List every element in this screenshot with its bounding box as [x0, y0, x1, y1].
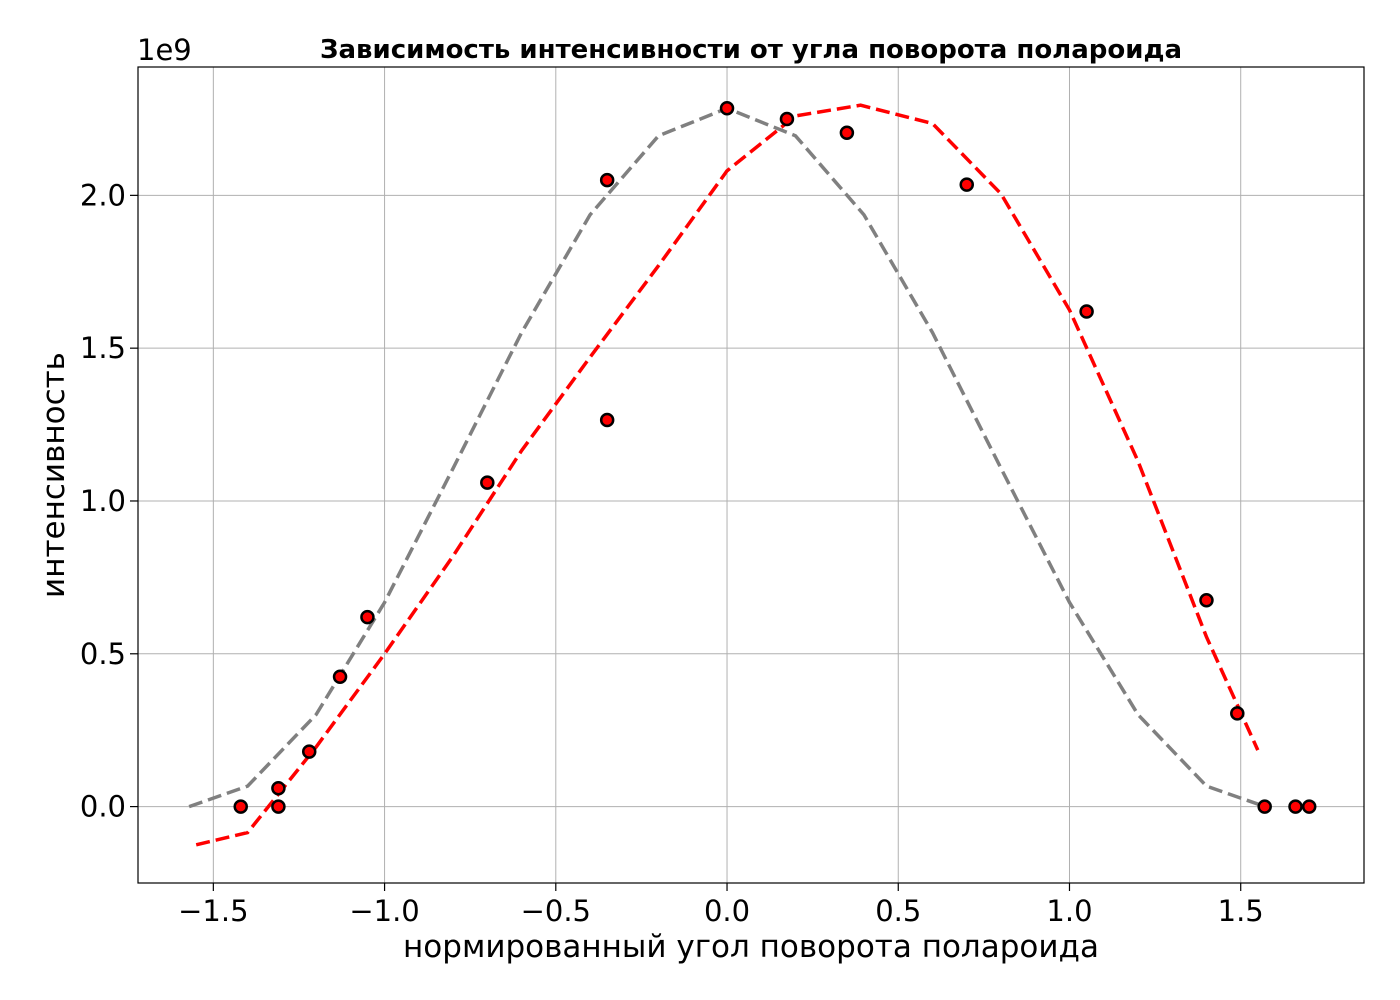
x-tick-label: −1.0: [349, 894, 419, 928]
y-tick-label: 1.5: [80, 331, 126, 365]
data-point: [1199, 593, 1214, 608]
data-point: [480, 475, 495, 490]
data-point: [360, 609, 375, 625]
y-axis-ticks: 0.0 0.5 1.0 1.5 2.0: [80, 178, 138, 824]
data-point: [332, 669, 348, 684]
x-tick-label: 1.0: [1046, 894, 1092, 928]
data-point: [599, 172, 615, 188]
data-point: [1230, 706, 1245, 721]
data-point: [233, 799, 248, 814]
y-axis-label: интенсивность: [36, 352, 72, 598]
y-tick-label: 1.0: [80, 484, 126, 518]
x-tick-label: −0.5: [521, 894, 591, 928]
data-point: [1257, 799, 1272, 814]
x-tick-label: 1.5: [1218, 894, 1264, 928]
data-point: [779, 111, 795, 127]
x-axis-ticks: −1.5 −1.0 −0.5 0.0 0.5 1.0 1.5: [178, 883, 1264, 928]
data-point: [271, 799, 286, 814]
x-tick-label: 0.0: [704, 894, 750, 928]
chart-title: Зависимость интенсивности от угла поворо…: [320, 35, 1182, 65]
y-tick-label: 0.5: [80, 637, 126, 671]
data-point: [959, 177, 974, 192]
data-point: [1288, 799, 1303, 814]
x-tick-label: 0.5: [875, 894, 921, 928]
y-tick-label: 2.0: [80, 178, 126, 212]
data-point: [301, 744, 317, 759]
x-axis-label: нормированный угол поворота полароида: [403, 929, 1099, 965]
y-tick-label: 0.0: [80, 790, 126, 824]
data-point: [1301, 799, 1317, 814]
data-point: [839, 125, 855, 140]
y-offset-text: 1e9: [137, 33, 192, 67]
data-point: [719, 101, 735, 116]
grid-lines: [138, 67, 1364, 883]
x-tick-label: −1.5: [178, 894, 248, 928]
plot-frame: [137, 66, 1365, 884]
data-points: [233, 101, 1317, 814]
data-point: [271, 781, 286, 796]
data-point: [1079, 304, 1094, 319]
data-point: [599, 412, 615, 428]
fit-curve-2: [195, 103, 1260, 847]
